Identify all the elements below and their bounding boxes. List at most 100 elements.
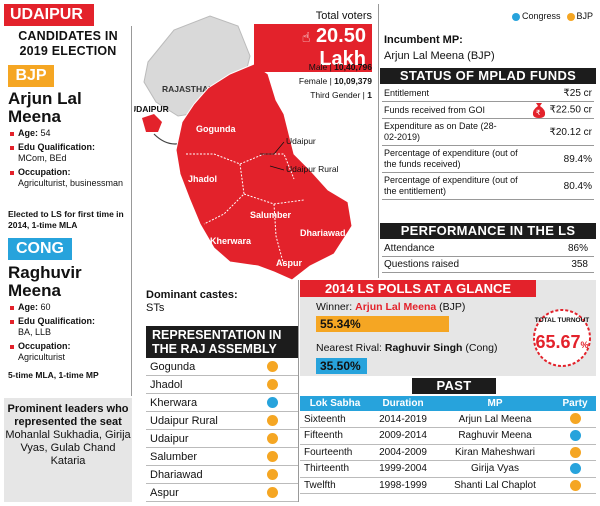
udaipur-inset	[142, 114, 162, 132]
assembly-seat: Gogunda	[150, 360, 196, 373]
incumbent-mp-name: Arjun Lal Meena (BJP)	[384, 50, 495, 62]
party-cell	[554, 444, 596, 461]
lok-sabha-cell: Fourteenth	[300, 444, 370, 461]
lok-sabha-cell: Twelfth	[300, 477, 370, 494]
bjp-age: Age: 54	[10, 128, 132, 139]
assembly-seat: Salumber	[150, 450, 198, 463]
polls-title: 2014 LS POLLS AT A GLANCE	[300, 280, 536, 297]
cong-candidate-note: 5-time MLA, 1-time MP	[8, 370, 99, 380]
performance-row: Questions raised 358	[382, 257, 594, 273]
turnout-badge: TOTAL TURNOUT 65.67%	[532, 298, 592, 372]
performance-row: Attendance 86%	[382, 241, 594, 257]
mp-cell: Shanti Lal Chaplot	[436, 477, 554, 494]
assembly-row: Jhadol	[146, 376, 298, 394]
total-voters: Total voters ☝ 20.50 Lakh	[254, 10, 372, 72]
mplad-row: Entitlement ₹25 cr	[382, 85, 594, 102]
cong-party-tag: CONG	[8, 238, 72, 260]
leaders-title: Prominent leaders who represented the se…	[7, 403, 129, 428]
table-row: Sixteenth 2014-2019 Arjun Lal Meena	[300, 411, 596, 428]
mplad-title: STATUS OF MPLAD FUNDS	[380, 68, 596, 84]
party-dot	[267, 451, 278, 462]
assembly-row: Gogunda	[146, 358, 298, 376]
assembly-seat: Kherwara	[150, 396, 198, 409]
mplad-table: Entitlement ₹25 cr Funds received from GO…	[382, 85, 594, 200]
svg-text:₹: ₹	[536, 109, 541, 117]
assembly-seat: Udaipur Rural	[150, 414, 218, 427]
dominant-castes: Dominant castes: STs	[146, 289, 296, 315]
bjp-education: Edu Qualification: MCom, BEd	[10, 142, 132, 164]
assembly-row: Kherwara	[146, 394, 298, 412]
party-dot	[569, 479, 581, 491]
party-dot	[267, 397, 278, 408]
party-dot	[267, 415, 278, 426]
map-graphic: RAJASTHAN UDAIPUR Gogunda Jhadol Kherwar…	[134, 15, 353, 281]
bjp-party-tag: BJP	[8, 65, 54, 87]
candidates-panel: CANDIDATES IN 2019 ELECTION BJP Arjun La…	[4, 26, 132, 396]
winner-vote-share-bar: 55.34%	[316, 316, 449, 332]
table-row: Thirteenth 1999-2004 Girija Vyas	[300, 460, 596, 478]
duration-cell: 1998-1999	[370, 477, 436, 494]
map-callout-udaipur-rural: Udaipur Rural	[286, 164, 339, 174]
duration-cell: 2009-2014	[370, 427, 436, 445]
map-label-jhadol: Jhadol	[188, 174, 217, 184]
dominant-castes-label: Dominant castes:	[146, 289, 238, 301]
rajasthan-label: RAJASTHAN	[162, 84, 214, 94]
header-mp: MP	[436, 396, 554, 411]
inset-udaipur-label: UDAIPUR	[134, 104, 169, 114]
map-label-aspur: Aspur	[276, 258, 303, 268]
dominant-castes-value: STs	[146, 302, 165, 314]
turnout-label: TOTAL TURNOUT	[534, 317, 590, 324]
rival-vote-share-bar: 35.50%	[316, 358, 368, 374]
polls-2014-panel: 2014 LS POLLS AT A GLANCE Winner: Arjun …	[300, 280, 596, 376]
duration-cell: 1999-2004	[370, 460, 436, 478]
voters-by-gender: Male | 10,40,796 Female | 10,09,379 Thir…	[254, 60, 372, 102]
prominent-leaders-box: Prominent leaders who represented the se…	[4, 398, 132, 502]
past-results-table: Lok Sabha Duration MP Party Sixteenth 201…	[300, 396, 596, 494]
duration-cell: 2014-2019	[370, 411, 436, 428]
header-duration: Duration	[370, 396, 436, 411]
assembly-seat: Aspur	[150, 486, 179, 499]
assembly-row: Udaipur	[146, 430, 298, 448]
legend-congress: Congress	[512, 11, 561, 21]
mp-cell: Arjun Lal Meena	[436, 411, 554, 428]
assembly-row: Salumber	[146, 448, 298, 466]
rival-line: Nearest Rival: Raghuvir Singh (Cong)	[316, 342, 498, 354]
lok-sabha-cell: Fifteenth	[300, 427, 370, 445]
assembly-representation: REPRESENTATION IN THE RAJ ASSEMBLY Gogun…	[146, 326, 298, 502]
winner-line: Winner: Arjun Lal Meena (BJP)	[316, 301, 466, 313]
assembly-seat: Dhariawad	[150, 468, 203, 481]
party-cell	[554, 477, 596, 494]
performance-title: PERFORMANCE IN THE LS	[380, 223, 596, 239]
map-callout-udaipur: Udaipur	[286, 136, 316, 146]
party-dot	[569, 446, 581, 458]
cong-candidate-facts: Age: 60 Edu Qualification: BA, LLB Occupa…	[10, 302, 132, 366]
map-label-kherwara: Kherwara	[210, 236, 252, 246]
mp-cell: Raghuvir Meena	[436, 427, 554, 445]
party-cell	[554, 411, 596, 428]
duration-cell: 2004-2009	[370, 444, 436, 461]
udaipur-constituency-shape	[175, 63, 353, 281]
assembly-seat: Jhadol	[150, 378, 183, 391]
mplad-row: Percentage of expenditure (out of the en…	[382, 173, 594, 200]
bjp-candidate-note: Elected to LS for first time in 2014, 1-…	[8, 209, 124, 230]
past-results-title: PAST RESULTS	[412, 378, 496, 409]
hand-pointer-icon: ☝	[301, 29, 311, 45]
constituency-map: RAJASTHAN UDAIPUR Gogunda Jhadol Kherwar…	[134, 4, 376, 286]
bjp-occupation: Occupation: Agriculturist, businessman	[10, 167, 132, 189]
incumbent-mp-label: Incumbent MP:	[384, 34, 463, 46]
party-dot	[569, 463, 581, 475]
mplad-row: Funds received from GOI ₹ ₹22.50 cr	[382, 102, 594, 119]
table-row: Fourteenth 2004-2009 Kiran Maheshwari	[300, 444, 596, 461]
total-voters-label: Total voters	[315, 10, 372, 22]
lok-sabha-cell: Thirteenth	[300, 460, 370, 478]
table-row: Twelfth 1998-1999 Shanti Lal Chaplot	[300, 477, 596, 494]
cong-candidate-name: Raghuvir Meena	[8, 263, 82, 300]
candidates-title: CANDIDATES IN 2019 ELECTION	[18, 29, 118, 58]
male-voters: Male | 10,40,796	[308, 62, 372, 72]
money-bag-icon: ₹	[532, 103, 545, 118]
turnout-value: 65.67%	[535, 332, 589, 352]
party-dot	[267, 433, 278, 444]
mp-cell: Kiran Maheshwari	[436, 444, 554, 461]
legend-bjp: BJP	[566, 11, 593, 21]
cong-education: Edu Qualification: BA, LLB	[10, 316, 132, 338]
